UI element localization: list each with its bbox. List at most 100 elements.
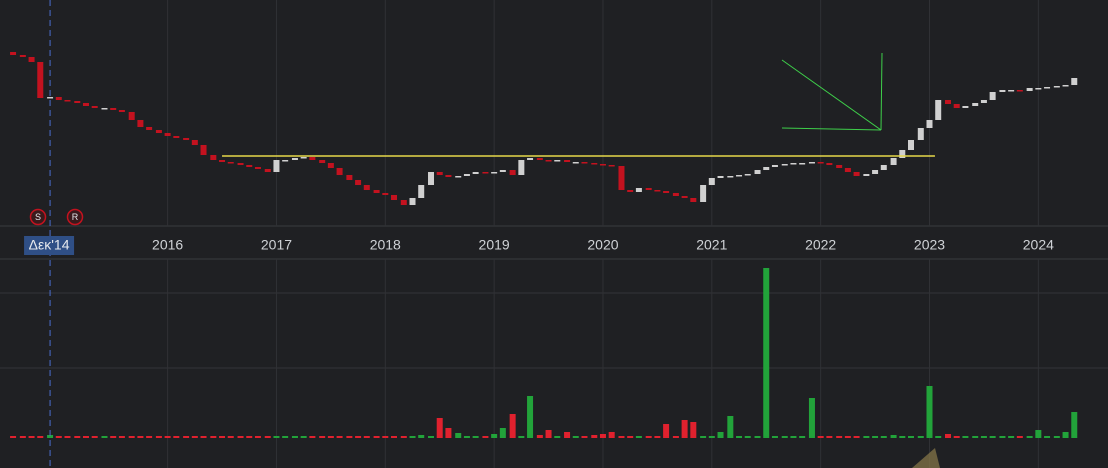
- volume-bar: [409, 436, 416, 438]
- candle-body: [572, 162, 579, 164]
- volume-bar: [853, 436, 860, 438]
- candle-body: [527, 158, 534, 160]
- candle-body: [836, 165, 843, 168]
- volume-bar: [518, 436, 525, 438]
- marker-badge: [29, 208, 47, 226]
- candle-body: [227, 162, 234, 164]
- volume-bar: [880, 436, 887, 438]
- candle-body: [391, 195, 398, 200]
- candle-body: [744, 174, 751, 176]
- candle-body: [237, 163, 244, 165]
- candle-body: [627, 190, 634, 192]
- candle-body: [663, 191, 670, 193]
- candle-body: [972, 103, 979, 106]
- overlay: Δεκ'14 S R: [24, 0, 935, 468]
- volume-bar: [1044, 436, 1051, 438]
- candle-body: [436, 172, 443, 175]
- volume-bar: [436, 418, 443, 438]
- volume-bar: [700, 436, 707, 438]
- candle-body: [37, 62, 44, 98]
- volume-bar: [826, 436, 833, 438]
- candle-body: [826, 163, 833, 165]
- volume-bar: [91, 436, 98, 438]
- candle-body: [110, 108, 117, 110]
- crosshair-label-box: [24, 236, 75, 255]
- candle-body: [291, 158, 298, 160]
- candle-body: [82, 103, 89, 106]
- candle-body: [336, 168, 343, 175]
- candle-body: [564, 160, 571, 162]
- candle-body: [28, 57, 35, 62]
- volume-bar: [980, 436, 987, 438]
- candle-body: [899, 150, 906, 158]
- volume-bar: [1035, 430, 1042, 438]
- x-tick-label: 2016: [152, 237, 183, 253]
- candle-body: [1008, 90, 1015, 92]
- candle-body: [880, 165, 887, 170]
- annotation-arrow: [781, 59, 882, 131]
- volume-bar: [19, 436, 26, 438]
- candle-body: [700, 185, 707, 202]
- annotation-shape: [912, 448, 940, 468]
- volume-bar: [872, 436, 879, 438]
- x-tick-label: 2023: [914, 237, 945, 253]
- volume-bar: [890, 435, 897, 438]
- volume-bar: [509, 414, 516, 438]
- volume-bar: [572, 436, 579, 438]
- volume-bar: [291, 436, 298, 438]
- volume-bar: [817, 436, 824, 438]
- volume-bar: [536, 435, 543, 438]
- volume-bar: [1026, 436, 1033, 438]
- candle-body: [608, 165, 615, 167]
- volume-bar: [499, 428, 506, 438]
- candle-body: [618, 166, 625, 190]
- candle-body: [1026, 88, 1033, 91]
- volume-bar: [400, 436, 407, 438]
- candle-body: [509, 170, 516, 175]
- volume-bar: [926, 386, 933, 438]
- volume-bar: [708, 436, 715, 438]
- candle-body: [536, 158, 543, 160]
- volume-bar: [463, 436, 470, 438]
- volume-bar: [790, 436, 797, 438]
- candle-body: [101, 108, 108, 110]
- candle-body: [681, 196, 688, 198]
- volume-bar: [74, 436, 81, 438]
- candle-body: [717, 176, 724, 178]
- candle-body: [763, 167, 770, 170]
- volume-bar: [953, 436, 960, 438]
- volume-bar: [264, 436, 271, 438]
- candle-body: [754, 170, 761, 174]
- volume-bar: [164, 436, 171, 438]
- volume-bar: [128, 436, 135, 438]
- candle-body: [363, 185, 370, 190]
- candle-body: [635, 188, 642, 192]
- candle-body: [309, 157, 316, 160]
- candle-body: [953, 104, 960, 108]
- candle-body: [545, 160, 552, 162]
- candle-body: [409, 198, 416, 205]
- candle-body: [1016, 90, 1023, 92]
- volume-bar: [482, 436, 489, 438]
- candle-body: [645, 188, 652, 190]
- candle-body: [863, 174, 870, 176]
- candle-body: [935, 100, 942, 120]
- candle-body: [164, 133, 171, 136]
- candle-body: [373, 190, 380, 193]
- candle-body: [64, 100, 71, 102]
- candle-body: [319, 160, 326, 163]
- marker-badge: [66, 208, 84, 226]
- volume-bar: [972, 436, 979, 438]
- volume-bar: [663, 424, 670, 438]
- volume-bar: [428, 436, 435, 438]
- candle-body: [282, 160, 289, 162]
- candle-body: [74, 101, 81, 103]
- candle-body: [472, 172, 479, 174]
- volume-bar: [246, 436, 253, 438]
- candle-body: [1071, 78, 1078, 85]
- volume-bar: [935, 436, 942, 438]
- candle-body: [210, 155, 217, 160]
- candle-body: [989, 92, 996, 100]
